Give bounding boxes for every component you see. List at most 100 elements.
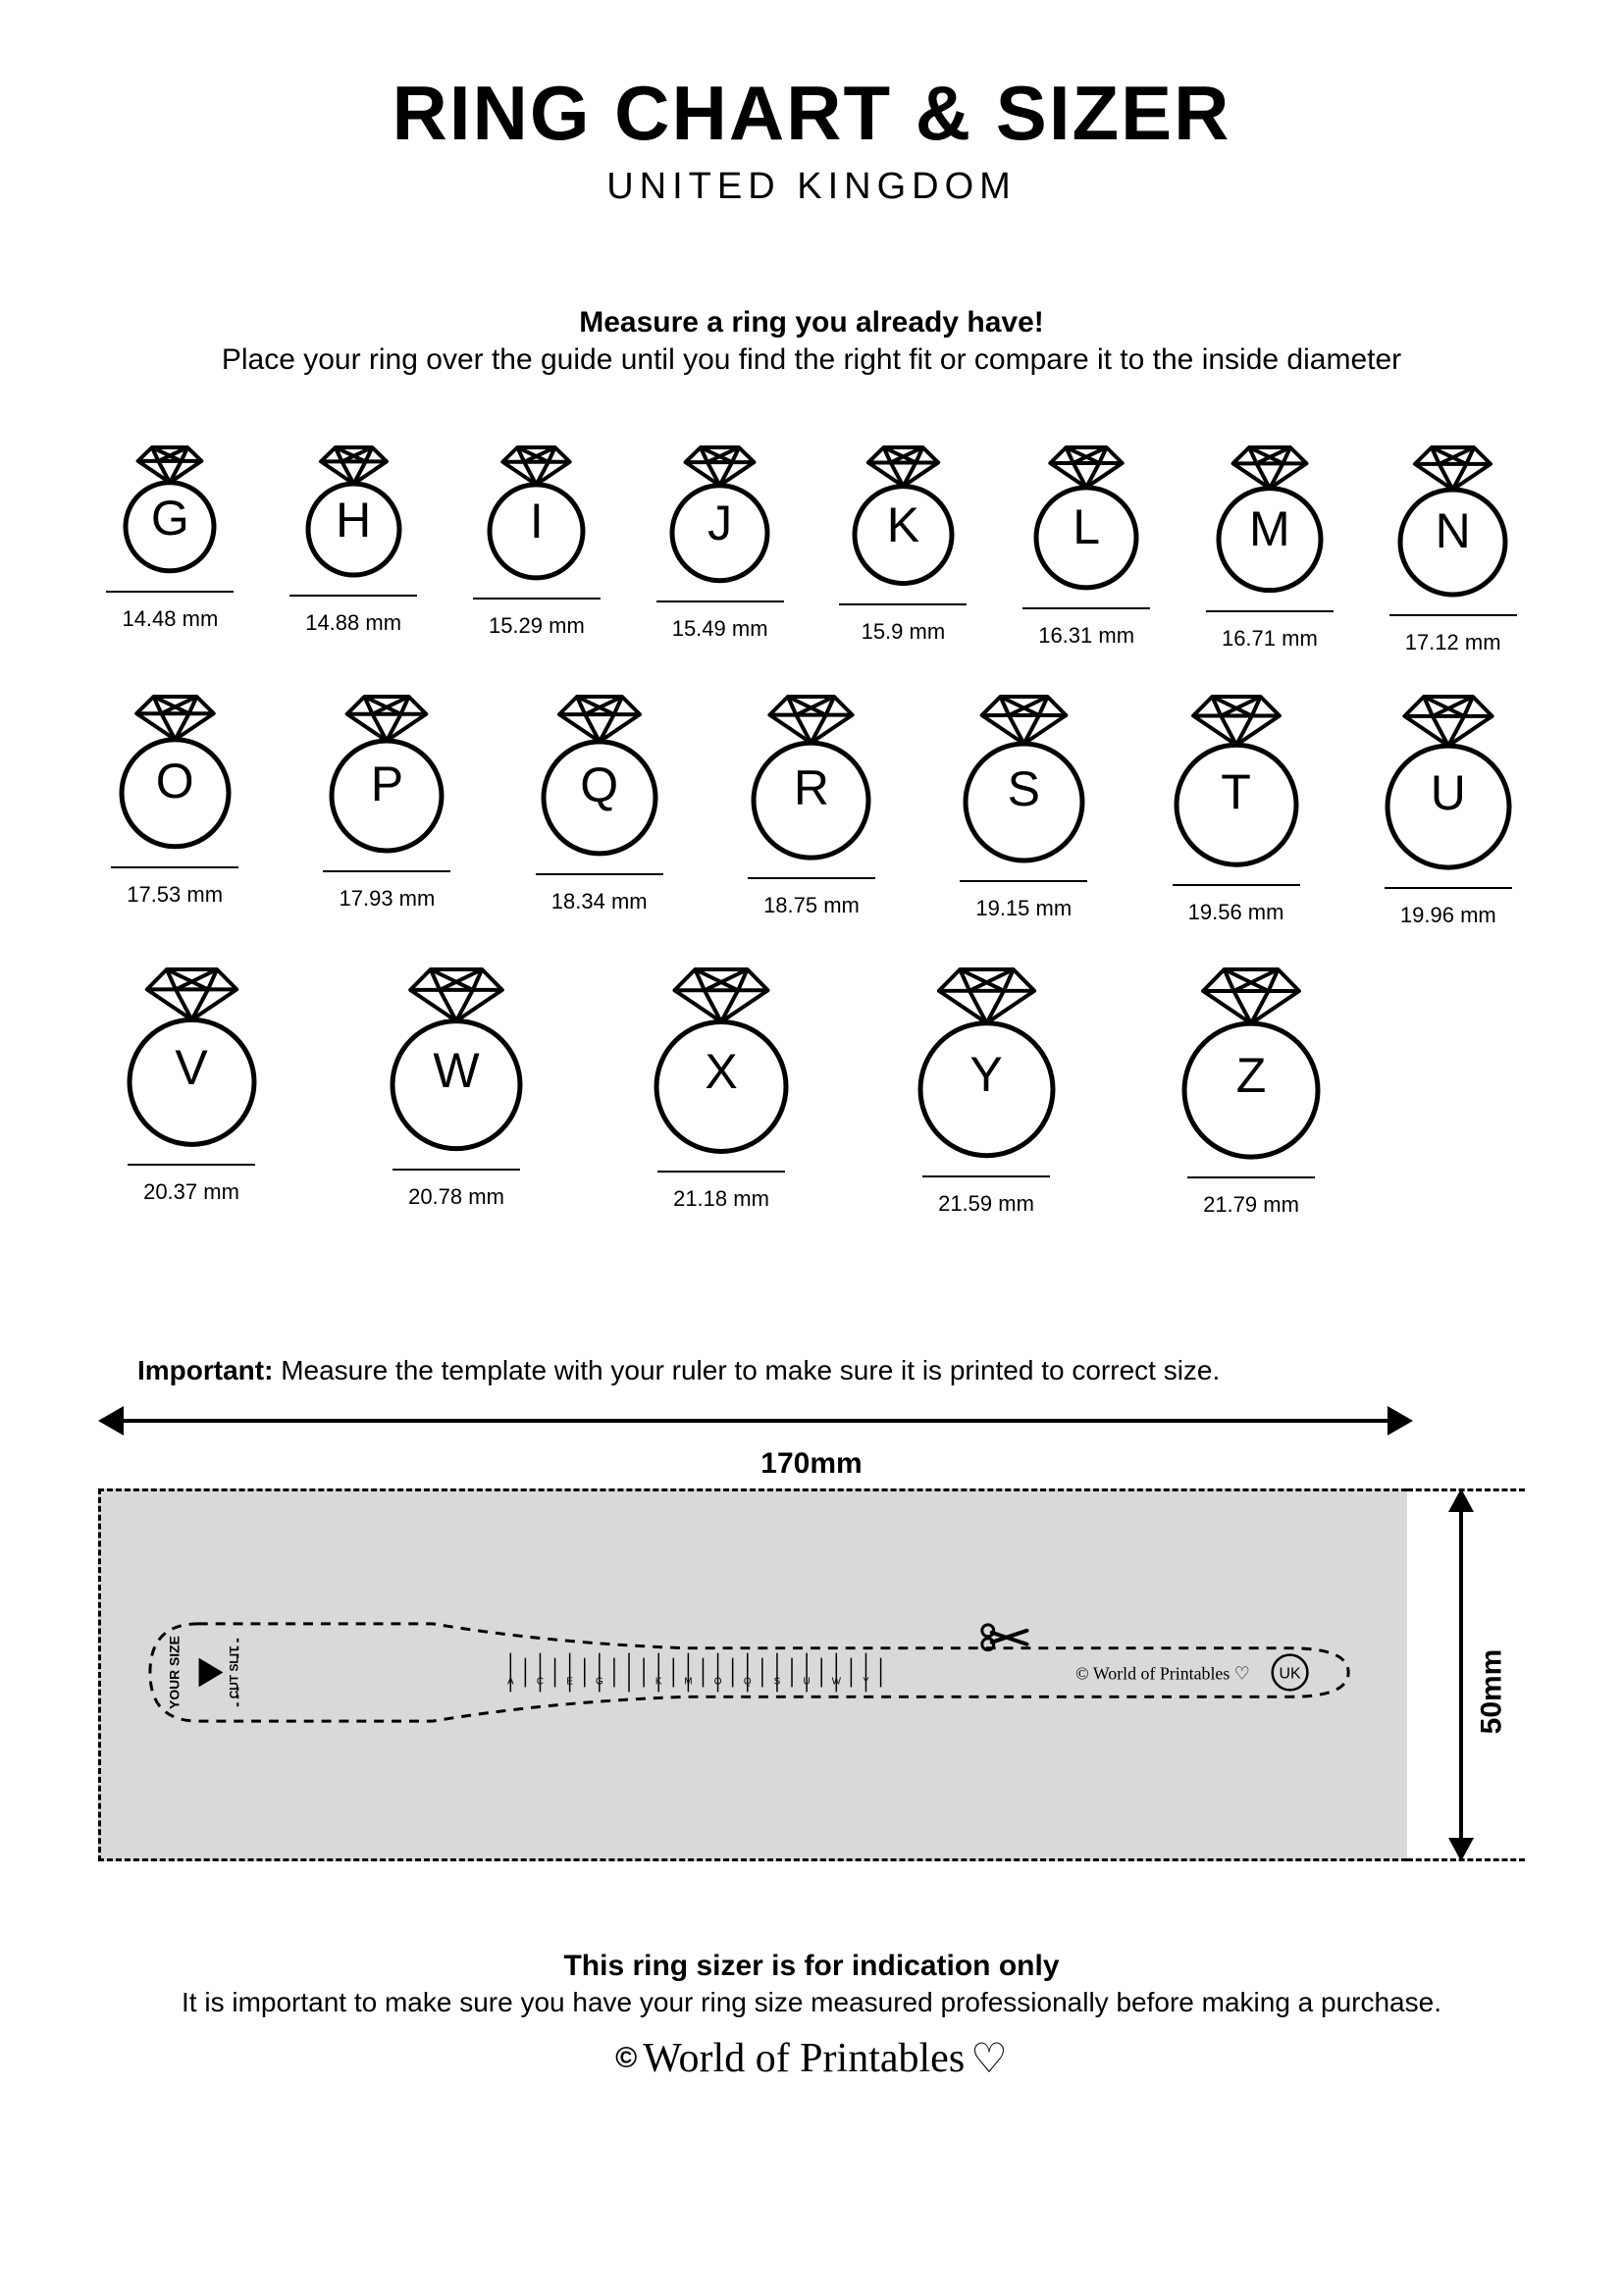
svg-text:O: O bbox=[714, 1677, 722, 1688]
divider bbox=[839, 603, 967, 605]
ring-icon: Q bbox=[539, 695, 660, 860]
ring-diameter: 15.49 mm bbox=[672, 616, 768, 642]
ring-row: V 20.37 mm W 20.78 mm bbox=[98, 967, 1525, 1218]
svg-text:A: A bbox=[507, 1677, 514, 1688]
divider bbox=[323, 870, 450, 872]
ring-cell: I 15.29 mm bbox=[465, 445, 609, 655]
ring-size-letter: X bbox=[705, 1043, 737, 1100]
divider bbox=[536, 873, 663, 875]
ring-cell: O 17.53 mm bbox=[98, 695, 251, 928]
ring-diameter: 21.18 mm bbox=[673, 1186, 769, 1212]
divider bbox=[960, 880, 1087, 882]
instructions: Measure a ring you already have! Place y… bbox=[98, 306, 1525, 377]
page-subtitle: UNITED KINGDOM bbox=[98, 166, 1525, 208]
ring-icon: M bbox=[1214, 445, 1326, 597]
ring-cell: L 16.31 mm bbox=[1015, 445, 1159, 655]
ring-size-letter: H bbox=[336, 492, 371, 548]
divider bbox=[111, 866, 238, 868]
ring-cell: Q 18.34 mm bbox=[523, 695, 676, 928]
ring-size-letter: Z bbox=[1236, 1047, 1267, 1104]
important-note: Important: Measure the template with you… bbox=[137, 1355, 1525, 1386]
ring-row: O 17.53 mm P 17.93 mm bbox=[98, 695, 1525, 928]
divider bbox=[1187, 1176, 1315, 1178]
svg-text:Y: Y bbox=[863, 1677, 869, 1688]
brand-signature: © World of Printables ♡ bbox=[615, 2034, 1008, 2083]
ring-icon: U bbox=[1383, 695, 1514, 873]
ring-icon: H bbox=[303, 445, 404, 581]
ring-cell: R 18.75 mm bbox=[735, 695, 888, 928]
strip-brand: © World of Printables ♡ bbox=[1075, 1664, 1250, 1684]
your-size-label: YOUR SIZE bbox=[167, 1636, 183, 1709]
ring-cell: H 14.88 mm bbox=[282, 445, 426, 655]
svg-text:Q: Q bbox=[744, 1677, 752, 1688]
ring-row: G 14.48 mm H 14.88 mm bbox=[98, 445, 1525, 655]
width-label: 170mm bbox=[98, 1447, 1525, 1481]
ring-icon: S bbox=[961, 695, 1087, 866]
svg-text:W: W bbox=[832, 1677, 842, 1688]
ring-size-letter: O bbox=[156, 753, 194, 809]
ring-icon: L bbox=[1031, 445, 1141, 594]
important-text: Measure the template with your ruler to … bbox=[273, 1355, 1220, 1385]
svg-text:U: U bbox=[804, 1677, 811, 1688]
svg-text:K: K bbox=[655, 1677, 662, 1688]
ring-icon: W bbox=[388, 967, 525, 1155]
ring-cell: X 21.18 mm bbox=[628, 967, 814, 1218]
cut-slit-label: CUT SLIT bbox=[227, 1645, 240, 1698]
ring-icon: K bbox=[850, 445, 957, 590]
svg-text:S: S bbox=[774, 1677, 781, 1688]
instructions-text: Place your ring over the guide until you… bbox=[98, 343, 1525, 377]
ring-size-letter: Q bbox=[580, 757, 618, 813]
divider bbox=[289, 595, 417, 597]
svg-text:E: E bbox=[566, 1677, 573, 1688]
ring-diameter: 20.78 mm bbox=[408, 1184, 504, 1210]
ring-icon: Y bbox=[916, 967, 1058, 1162]
ring-icon: V bbox=[125, 967, 259, 1150]
ring-diameter: 17.93 mm bbox=[340, 886, 436, 912]
height-indicator: 50mm bbox=[1407, 1488, 1525, 1861]
divider bbox=[922, 1175, 1050, 1177]
divider bbox=[748, 877, 875, 879]
ring-diameter: 19.96 mm bbox=[1400, 903, 1496, 928]
ruler-ticks: ACEGIKMOQSUWY bbox=[507, 1653, 881, 1693]
ring-cell: W 20.78 mm bbox=[363, 967, 550, 1218]
divider bbox=[473, 598, 601, 600]
ring-cell: M 16.71 mm bbox=[1198, 445, 1342, 655]
ring-diameter: 18.34 mm bbox=[551, 889, 648, 914]
ring-cell: V 20.37 mm bbox=[98, 967, 285, 1218]
important-label: Important: bbox=[137, 1355, 273, 1385]
divider bbox=[656, 600, 784, 602]
ring-diameter: 14.48 mm bbox=[122, 606, 218, 632]
height-label: 50mm bbox=[1476, 1649, 1509, 1735]
ring-cell: Y 21.59 mm bbox=[893, 967, 1079, 1218]
divider bbox=[1385, 887, 1512, 889]
ring-cell: S 19.15 mm bbox=[947, 695, 1100, 928]
ring-cell: T 19.56 mm bbox=[1159, 695, 1312, 928]
svg-text:G: G bbox=[596, 1677, 603, 1688]
ring-size-letter: G bbox=[151, 490, 189, 547]
ring-cell: K 15.9 mm bbox=[831, 445, 975, 655]
sizer-area: YOUR SIZE CUT SLIT ACEGIKMOQSUWY bbox=[98, 1488, 1525, 1861]
svg-text:I: I bbox=[628, 1677, 631, 1688]
ring-diameter: 18.75 mm bbox=[763, 893, 860, 918]
page-title: RING CHART & SIZER bbox=[98, 69, 1525, 158]
instructions-heading: Measure a ring you already have! bbox=[98, 306, 1525, 339]
ring-size-letter: W bbox=[433, 1042, 479, 1099]
ring-cell: Z 21.79 mm bbox=[1158, 967, 1344, 1218]
copyright-icon: © bbox=[615, 2042, 637, 2075]
ring-icon: R bbox=[749, 695, 873, 863]
sizer-strip: YOUR SIZE CUT SLIT ACEGIKMOQSUWY bbox=[140, 1609, 1368, 1742]
ring-diameter: 15.29 mm bbox=[489, 613, 585, 639]
footer-text: It is important to make sure you have yo… bbox=[98, 1987, 1525, 2018]
ring-size-letter: J bbox=[707, 495, 732, 551]
divider bbox=[1173, 884, 1300, 886]
divider bbox=[1206, 610, 1334, 612]
ring-icon: G bbox=[121, 445, 219, 577]
ring-icon: J bbox=[667, 445, 772, 587]
ring-size-letter: P bbox=[371, 756, 403, 812]
brand-name: World of Printables bbox=[643, 2035, 965, 2082]
ring-size-letter: R bbox=[794, 759, 829, 816]
divider bbox=[1022, 607, 1150, 609]
divider bbox=[393, 1169, 520, 1171]
ring-size-letter: V bbox=[175, 1039, 207, 1096]
ring-diameter: 17.53 mm bbox=[127, 882, 223, 908]
